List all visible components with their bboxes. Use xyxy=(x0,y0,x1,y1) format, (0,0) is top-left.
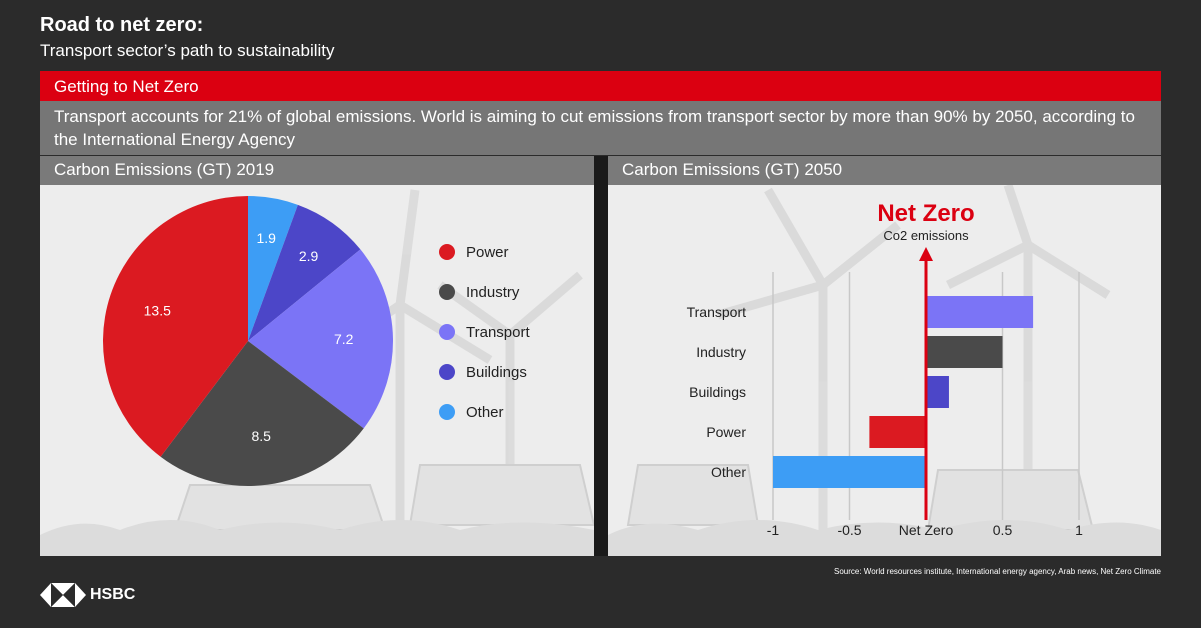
pie-slice-other xyxy=(248,196,298,341)
x-tick-label-0: -1 xyxy=(767,522,780,538)
bar-industry xyxy=(926,336,1003,368)
category-label-transport: Transport xyxy=(687,304,747,320)
bar-transport xyxy=(926,296,1034,328)
background-solar-panels xyxy=(626,464,1095,531)
page-subtitle: Transport sector’s path to sustainabilit… xyxy=(40,41,335,60)
pie-data-label-transport: 7.2 xyxy=(334,331,354,347)
pie-data-label-power: 13.5 xyxy=(144,303,171,319)
legend-marker-other xyxy=(439,404,455,420)
bar-other xyxy=(773,456,926,488)
legend-item-transport: Transport xyxy=(439,324,530,341)
net-zero-arrow-icon xyxy=(919,247,933,261)
legend-label-other: Other xyxy=(466,404,504,421)
pie-chart-title: Carbon Emissions (GT) 2019 xyxy=(54,160,275,179)
legend-marker-buildings xyxy=(439,364,455,380)
source-note: Source: World resources institute, Inter… xyxy=(834,567,1161,576)
pie-chart-header: Carbon Emissions (GT) 2019 xyxy=(40,156,594,185)
category-label-other: Other xyxy=(711,464,746,480)
category-label-buildings: Buildings xyxy=(689,384,746,400)
pie-data-label-industry: 8.5 xyxy=(251,428,271,444)
legend-label-transport: Transport xyxy=(466,324,530,341)
bar-chart-panel: Carbon Emissions (GT) 2050 Transport Indu… xyxy=(608,156,1161,556)
pie-data-label-buildings: 2.9 xyxy=(299,248,319,264)
x-tick-label-2: Net Zero xyxy=(899,522,954,538)
x-tick-label-4: 1 xyxy=(1075,522,1083,538)
background-ground xyxy=(40,520,594,556)
section-banner-label: Getting to Net Zero xyxy=(54,77,199,96)
bar-buildings xyxy=(926,376,949,408)
net-zero-sub-annotation: Co2 emissions xyxy=(883,228,969,243)
background-solar-panels xyxy=(173,464,594,531)
panel-divider xyxy=(594,156,608,556)
pie-chart: 1.9 2.9 7.2 8.5 13.5 Power Industry Transport B… xyxy=(40,189,594,556)
page-title: Road to net zero: xyxy=(40,14,204,36)
legend-marker-transport xyxy=(439,324,455,340)
category-label-power: Power xyxy=(706,424,746,440)
pie-data-label-other: 1.9 xyxy=(257,230,277,246)
bar-power xyxy=(869,416,926,448)
pie-slice-transport xyxy=(248,249,393,429)
section-banner: Getting to Net Zero xyxy=(40,71,1161,101)
pie-slice-power xyxy=(103,196,249,457)
logo-text: HSBC xyxy=(90,586,136,603)
pie-slice-industry xyxy=(160,341,364,486)
legend-item-industry: Industry xyxy=(439,284,520,301)
legend-label-industry: Industry xyxy=(466,284,520,301)
background-turbines xyxy=(716,185,1111,545)
pie-chart-panel: Carbon Emissions (GT) 2019 1.9 2.9 7.2 8.5 1… xyxy=(40,156,594,556)
description-bar: Transport accounts for 21% of global emi… xyxy=(40,101,1161,155)
legend-item-other: Other xyxy=(439,404,504,421)
x-tick-label-3: 0.5 xyxy=(993,522,1013,538)
legend-label-buildings: Buildings xyxy=(466,364,527,381)
bar-chart-title: Carbon Emissions (GT) 2050 xyxy=(622,160,843,179)
legend-item-buildings: Buildings xyxy=(439,364,527,381)
hsbc-logo-icon xyxy=(40,583,86,607)
legend-marker-industry xyxy=(439,284,455,300)
bar-chart: Transport Industry Buildings Power Other -1 -… xyxy=(608,185,1161,556)
legend-marker-power xyxy=(439,244,455,260)
legend-item-power: Power xyxy=(439,244,509,261)
description-text: Transport accounts for 21% of global emi… xyxy=(54,107,1135,149)
x-tick-label-1: -0.5 xyxy=(837,522,861,538)
pie-slice-buildings xyxy=(248,204,361,341)
bar-chart-header: Carbon Emissions (GT) 2050 xyxy=(608,156,1161,185)
category-label-industry: Industry xyxy=(696,344,746,360)
background-ground xyxy=(608,520,1161,556)
legend-label-power: Power xyxy=(466,244,509,261)
net-zero-annotation: Net Zero xyxy=(877,200,974,227)
